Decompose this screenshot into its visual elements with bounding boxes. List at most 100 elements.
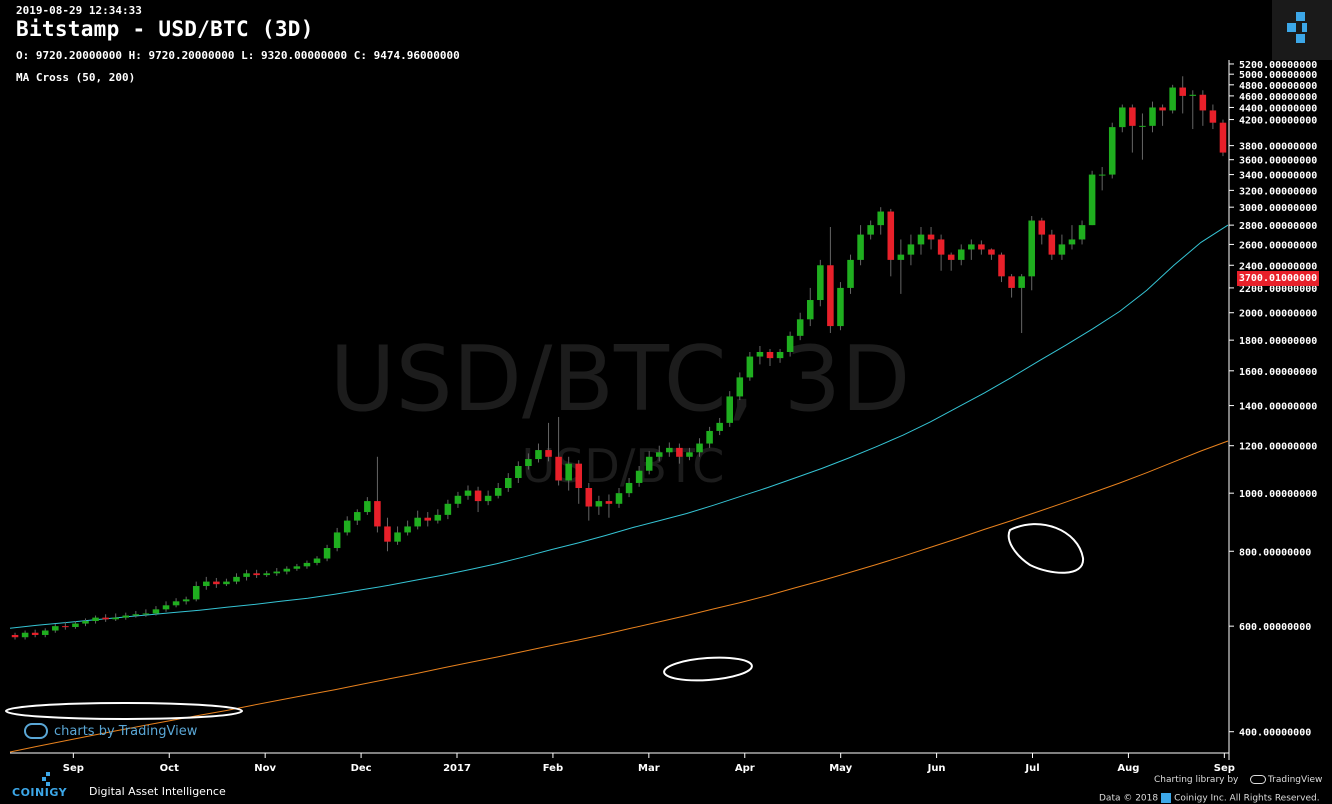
- x-tick-label: 2017: [443, 763, 471, 774]
- candle-body: [1078, 225, 1086, 240]
- candle-body: [605, 501, 613, 504]
- indicator-label[interactable]: MA Cross (50, 200): [16, 71, 136, 84]
- candle-body: [1119, 107, 1126, 128]
- candle-body: [887, 211, 895, 260]
- candle-body: [162, 605, 170, 610]
- candle-body: [1129, 107, 1136, 126]
- y-tick-label: 600.00000000: [1239, 622, 1311, 633]
- candle-body: [82, 620, 89, 624]
- candle-body: [122, 615, 130, 618]
- candle-body: [102, 617, 109, 620]
- candle-body: [303, 562, 311, 567]
- y-tick-label: 4400.00000000: [1239, 103, 1317, 114]
- candle-body: [595, 501, 603, 507]
- tagline: Digital Asset Intelligence: [89, 785, 226, 798]
- coinigy-name: COINIGY: [12, 786, 68, 799]
- candle-body: [21, 632, 29, 638]
- tradingview-badge[interactable]: charts by TradingView: [24, 723, 197, 739]
- candle-body: [555, 456, 562, 481]
- candle-body: [867, 225, 874, 235]
- candle-body: [937, 239, 945, 255]
- candle-body: [1219, 122, 1227, 153]
- coinigy-small-icon: [1161, 793, 1172, 803]
- candle-body: [374, 501, 381, 527]
- chart-title: Bitstamp - USD/BTC (3D): [16, 17, 314, 41]
- candle-body: [716, 422, 723, 431]
- candle-body: [333, 532, 341, 549]
- time-axis[interactable]: Sep Oct Nov Dec 2017 Feb Mar Apr May Jun Jul Aug Sep: [10, 752, 1235, 774]
- candle-body: [182, 599, 190, 602]
- tradingview-credit-label: TradingView: [1268, 775, 1323, 785]
- tradingview-credit[interactable]: TradingView: [1250, 775, 1322, 785]
- candle-body: [293, 566, 301, 569]
- candle-body: [1108, 127, 1116, 175]
- candle-body: [1038, 220, 1046, 235]
- candle-body: [354, 512, 361, 521]
- candle-body: [766, 351, 774, 359]
- candle-body: [263, 573, 270, 576]
- candle-body: [585, 488, 593, 507]
- annotation-ellipse-mid: [663, 656, 753, 682]
- candle-body: [364, 501, 371, 513]
- ma200-path: [9, 440, 1229, 753]
- y-tick-label: 3600.00000000: [1239, 156, 1317, 167]
- logo-square-icon: [1302, 23, 1307, 32]
- y-tick-label: 400.00000000: [1239, 728, 1311, 739]
- x-tick-label: Nov: [254, 763, 276, 774]
- annotations: [5, 523, 1085, 720]
- tradingview-badge-label: charts by TradingView: [54, 723, 198, 739]
- x-tick-label: Mar: [638, 763, 660, 774]
- x-tick-label: May: [829, 763, 852, 774]
- candle-body: [535, 450, 542, 460]
- candle-body: [776, 351, 784, 359]
- candle-body: [968, 244, 975, 250]
- copyright: Data © 2018 Coinigy Inc. All Rights Reser…: [1099, 793, 1320, 804]
- candle-body: [857, 234, 864, 260]
- candle-body: [505, 477, 512, 489]
- candle-body: [283, 568, 291, 572]
- candle-body: [213, 581, 220, 585]
- x-tick-label: Jul: [1024, 763, 1039, 774]
- charting-library-credit: Charting library by: [1154, 775, 1239, 785]
- coinigy-mark-icon: [42, 772, 50, 786]
- candle-body: [424, 517, 432, 521]
- candle-body: [1098, 174, 1106, 176]
- candle-body: [907, 244, 915, 255]
- candle-body: [484, 495, 492, 502]
- candle-body: [404, 526, 411, 533]
- candle-body: [645, 456, 653, 471]
- price-axis[interactable]: 400.00000000 600.00000000 800.00000000 1000…: [1228, 60, 1317, 760]
- candle-body: [565, 463, 572, 481]
- x-tick-label: Dec: [351, 763, 372, 774]
- candle-body: [1008, 276, 1015, 288]
- candle-body: [394, 532, 401, 542]
- coinigy-logo-button[interactable]: [1272, 0, 1332, 60]
- candle-body: [31, 632, 39, 635]
- x-tick-label: Feb: [543, 763, 563, 774]
- candle-body: [1169, 87, 1176, 111]
- candle-body: [927, 234, 935, 240]
- y-tick-label: 2200.00000000: [1239, 284, 1317, 295]
- ma50-path: [9, 224, 1229, 629]
- candle-body: [988, 249, 995, 255]
- candles: [11, 76, 1227, 640]
- candle-body: [897, 254, 905, 260]
- candle-body: [545, 450, 552, 457]
- y-tick-label: 2400.00000000: [1239, 261, 1317, 272]
- candle-body: [786, 335, 794, 352]
- y-tick-label: 4800.00000000: [1239, 81, 1317, 92]
- watermark-main: USD/BTC, 3D: [330, 327, 911, 432]
- y-tick-label: 3000.00000000: [1239, 203, 1317, 214]
- candle-body: [575, 463, 583, 489]
- copyright-prefix: Data © 2018: [1099, 793, 1159, 804]
- timestamp: 2019-08-29 12:34:33: [16, 4, 142, 17]
- y-tick-label: 2600.00000000: [1239, 240, 1317, 251]
- candle-body: [223, 581, 230, 585]
- candle-body: [837, 287, 844, 327]
- candle-body: [696, 443, 703, 453]
- ohlc-readout: O: 9720.20000000 H: 9720.20000000 L: 932…: [16, 49, 460, 62]
- candle-body: [917, 234, 925, 245]
- candle-body: [635, 470, 643, 483]
- annotation-ellipse-left: [5, 702, 243, 720]
